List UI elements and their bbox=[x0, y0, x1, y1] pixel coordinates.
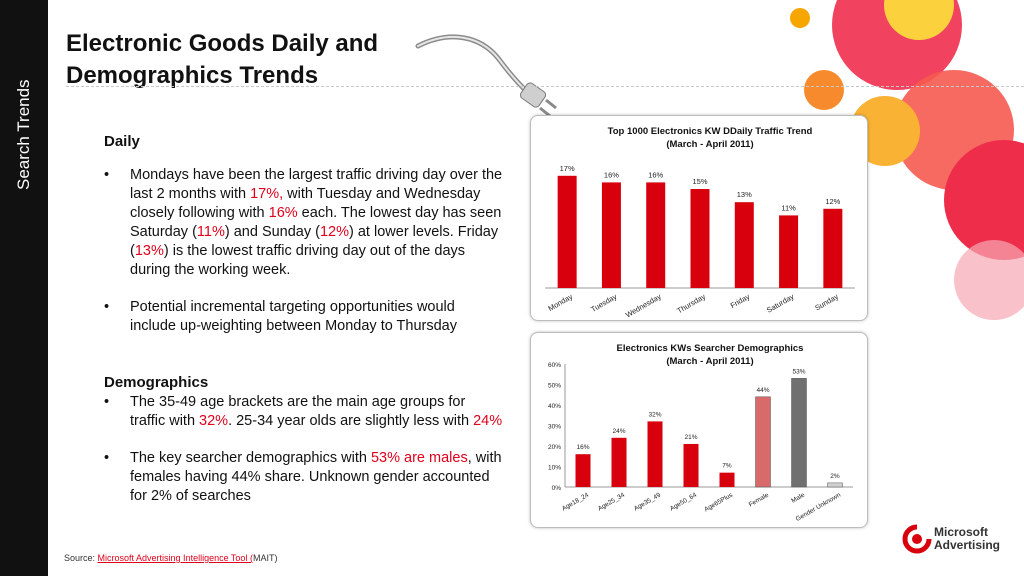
source-link[interactable]: Microsoft Advertising Intelligence Tool … bbox=[97, 553, 253, 563]
body-text: with Tuesday and Wednesday closely follo… bbox=[130, 186, 481, 221]
data-label: 32% bbox=[648, 411, 661, 418]
highlight-text: 17%, bbox=[250, 186, 284, 202]
demographics-heading: Demographics bbox=[104, 374, 209, 391]
data-label: 53% bbox=[792, 368, 805, 375]
demographics-bullet-1: The 35-49 age brackets are the main age … bbox=[104, 393, 504, 431]
body-text: ) and Sunday ( bbox=[224, 224, 320, 240]
microsoft-advertising-logo-icon bbox=[902, 524, 932, 554]
y-tick-label: 10% bbox=[548, 465, 561, 472]
x-tick-label: Saturday bbox=[765, 292, 796, 315]
data-label: 7% bbox=[722, 463, 732, 470]
demographics-bullet-2: The key searcher demographics with 53% a… bbox=[104, 449, 504, 506]
data-label: 21% bbox=[684, 434, 697, 441]
demographics-bullets: The 35-49 age brackets are the main age … bbox=[104, 393, 504, 524]
data-label: 12% bbox=[825, 197, 840, 206]
body-text: . 25-34 year olds are slightly less with bbox=[228, 413, 474, 429]
data-label: 16% bbox=[648, 170, 663, 179]
data-label: 11% bbox=[781, 203, 796, 212]
body-text: Mondays have been the largest traffic dr… bbox=[130, 167, 503, 202]
sidebar: Search Trends bbox=[0, 0, 48, 576]
x-tick-label: Age18_24 bbox=[561, 491, 591, 512]
title-divider bbox=[66, 86, 1024, 87]
decorative-circles bbox=[784, 0, 1024, 330]
x-tick-label: Age50_64 bbox=[669, 491, 699, 512]
chart-title: Electronics KWs Searcher Demographics bbox=[617, 343, 804, 354]
bar bbox=[647, 421, 663, 487]
bar bbox=[690, 189, 710, 288]
data-label: 17% bbox=[560, 164, 575, 173]
x-tick-label: Friday bbox=[729, 292, 752, 310]
data-label: 15% bbox=[692, 177, 707, 186]
bar bbox=[734, 202, 754, 288]
x-tick-label: Thursday bbox=[675, 292, 707, 316]
x-tick-label: Sunday bbox=[813, 292, 840, 313]
data-label: 16% bbox=[576, 444, 589, 451]
y-tick-label: 0% bbox=[552, 485, 562, 492]
highlight-text: 16% bbox=[268, 205, 298, 221]
daily-bullets: Mondays have been the largest traffic dr… bbox=[104, 166, 504, 354]
y-tick-label: 40% bbox=[548, 403, 561, 410]
data-label: 13% bbox=[737, 190, 752, 199]
bar bbox=[719, 472, 735, 487]
bar bbox=[557, 175, 577, 288]
body-text: The 35-49 age brackets are the main age … bbox=[130, 394, 466, 429]
daily-bullet-1: Mondays have been the largest traffic dr… bbox=[104, 166, 504, 280]
highlight-text: 13% bbox=[134, 243, 164, 259]
daily-traffic-chart: Top 1000 Electronics KW DDaily Traffic T… bbox=[530, 115, 868, 321]
daily-heading: Daily bbox=[104, 133, 140, 150]
bar bbox=[611, 437, 627, 487]
body-text: ) at lower levels. Friday ( bbox=[130, 224, 499, 259]
microsoft-advertising-logo: Microsoft Advertising bbox=[902, 522, 1012, 556]
x-tick-label: Monday bbox=[547, 292, 575, 313]
source-note: Source: Microsoft Advertising Intelligen… bbox=[64, 553, 277, 563]
page-title: Electronic Goods Daily and Demographics … bbox=[66, 30, 379, 89]
x-tick-label: Female bbox=[748, 491, 771, 508]
bar bbox=[827, 482, 843, 488]
bar bbox=[823, 208, 843, 288]
source-prefix: Source: bbox=[64, 553, 98, 563]
highlight-text: 32% bbox=[199, 413, 229, 429]
x-tick-label: Tuesday bbox=[589, 292, 618, 314]
bar bbox=[755, 396, 771, 488]
chart-subtitle: (March - April 2011) bbox=[666, 356, 753, 367]
chart-subtitle: (March - April 2011) bbox=[666, 139, 753, 150]
bar bbox=[683, 443, 699, 487]
highlight-text: 11% bbox=[196, 224, 225, 240]
body-text: , with females having 44% share. Unknown… bbox=[130, 450, 502, 504]
y-tick-label: 20% bbox=[548, 444, 561, 451]
body-text: The key searcher demographics with bbox=[130, 450, 371, 466]
data-label: 16% bbox=[604, 170, 619, 179]
data-label: 44% bbox=[756, 387, 769, 394]
y-tick-label: 30% bbox=[548, 424, 561, 431]
highlight-text: 24% bbox=[473, 413, 503, 429]
x-tick-label: Male bbox=[790, 491, 806, 504]
x-tick-label: Age35_49 bbox=[633, 491, 663, 512]
bar bbox=[779, 215, 799, 288]
highlight-text: 12% bbox=[319, 224, 350, 240]
data-label: 2% bbox=[830, 473, 840, 480]
x-tick-label: Age25_34 bbox=[597, 491, 627, 512]
body-text: ) is the lowest traffic driving day out … bbox=[130, 243, 466, 278]
bar bbox=[575, 454, 591, 487]
bar bbox=[601, 182, 621, 288]
plug-icon bbox=[415, 34, 557, 118]
demographics-chart-svg: Electronics KWs Searcher Demographics (Ma… bbox=[548, 343, 853, 523]
chart-title: Top 1000 Electronics KW DDaily Traffic T… bbox=[608, 126, 813, 137]
x-tick-label: Wednesday bbox=[624, 292, 663, 320]
demographics-chart: Electronics KWs Searcher Demographics (Ma… bbox=[530, 332, 868, 528]
daily-bullet-2: Potential incremental targeting opportun… bbox=[104, 298, 504, 336]
bar bbox=[791, 378, 807, 488]
highlight-text: 53% are males bbox=[370, 450, 468, 466]
source-suffix: MAIT) bbox=[252, 553, 278, 563]
logo-line-1: Microsoft bbox=[934, 525, 988, 539]
daily-traffic-chart-svg: Top 1000 Electronics KW DDaily Traffic T… bbox=[545, 126, 855, 320]
logo-line-2: Advertising bbox=[934, 538, 1001, 552]
y-tick-label: 50% bbox=[548, 383, 561, 390]
sidebar-label: Search Trends bbox=[14, 79, 33, 190]
x-tick-label: Age65Plus bbox=[703, 491, 734, 513]
body-text: each. The lowest day has seen Saturday ( bbox=[130, 205, 502, 240]
bar bbox=[646, 182, 666, 288]
data-label: 24% bbox=[612, 428, 625, 435]
y-tick-label: 60% bbox=[548, 362, 561, 369]
